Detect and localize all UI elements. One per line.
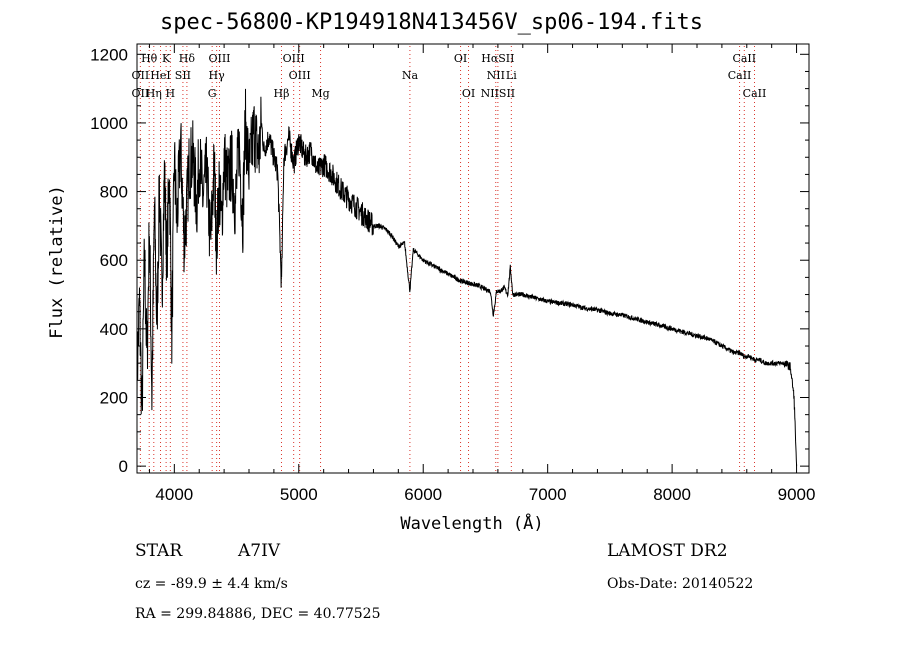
y-tick-label: 600 — [100, 251, 128, 270]
y-axis-label: Flux (relative) — [47, 185, 67, 339]
spectral-line-label: CaII — [728, 69, 752, 82]
spectral-line-label: CaII — [732, 52, 756, 65]
plot-frame — [136, 43, 810, 474]
spectral-line-label: H — [166, 87, 176, 100]
y-axis-ticks: 0 200 400 600 800 1000 1200 — [90, 45, 809, 476]
spectral-line-label: Hθ — [141, 52, 158, 65]
x-tick-label: 8000 — [653, 485, 691, 504]
spectral-line-label: OII — [132, 69, 150, 82]
spectral-line-label: OIII — [208, 52, 230, 65]
spectral-line-label: SII — [175, 69, 191, 82]
spectral-line-label: OIII — [289, 69, 311, 82]
spectral-line-label: OIII — [283, 52, 305, 65]
y-tick-label: 1200 — [90, 45, 128, 64]
spectral-line-labels: Hθ K Hδ OIII OIII OI HαSII CaII OII HeI SII Hγ OIII N… — [132, 52, 767, 100]
spectral-line-label: NIISII — [481, 87, 516, 100]
obs-date: Obs-Date: 20140522 — [607, 576, 754, 592]
spectral-line-markers — [139, 46, 755, 473]
x-axis-label: Wavelength (Å) — [400, 512, 543, 534]
spectral-line-label: Hγ — [209, 69, 226, 82]
spectral-line-label: OI — [454, 52, 467, 65]
spectral-line-label: K — [162, 52, 171, 65]
spectral-line-label: Hβ — [274, 87, 290, 100]
x-axis-ticks: 4000 5000 6000 7000 8000 9000 — [148, 44, 816, 504]
x-tick-label: 4000 — [155, 485, 193, 504]
coordinates: RA = 299.84886, DEC = 40.77525 — [135, 606, 381, 622]
y-tick-label: 400 — [100, 320, 128, 339]
chart-title: spec-56800-KP194918N413456V_sp06-194.fit… — [160, 10, 704, 35]
spectral-line-label: HαSII — [481, 52, 514, 65]
spectral-line-label: Hη — [146, 87, 162, 100]
redshift-text: cz = -89.9 ± 4.4 km/s — [135, 576, 288, 592]
y-tick-label: 0 — [119, 457, 128, 476]
spectrum-series-line — [136, 88, 798, 467]
spectral-line-label: CaII — [743, 87, 767, 100]
object-class: STAR — [135, 541, 183, 561]
spectral-line-label: G — [208, 87, 217, 100]
y-tick-label: 200 — [100, 388, 128, 407]
spectral-line-label: NII — [487, 69, 505, 82]
spectral-line-label: Mg — [311, 87, 329, 100]
x-tick-label: 6000 — [404, 485, 442, 504]
spectral-line-label: Li — [506, 69, 517, 82]
object-subclass: A7IV — [238, 541, 281, 561]
spectral-line-label: OI — [462, 87, 475, 100]
y-tick-label: 800 — [100, 183, 128, 202]
spectral-line-label: Hδ — [179, 52, 196, 65]
x-tick-label: 5000 — [280, 485, 318, 504]
spectral-line-label: HeI — [150, 69, 170, 82]
x-tick-label: 9000 — [778, 485, 816, 504]
spectral-line-label: Na — [402, 69, 419, 82]
spectral-line-label: OII — [132, 87, 150, 100]
y-tick-label: 1000 — [90, 114, 128, 133]
x-tick-label: 7000 — [529, 485, 567, 504]
survey-name: LAMOST DR2 — [607, 541, 728, 561]
